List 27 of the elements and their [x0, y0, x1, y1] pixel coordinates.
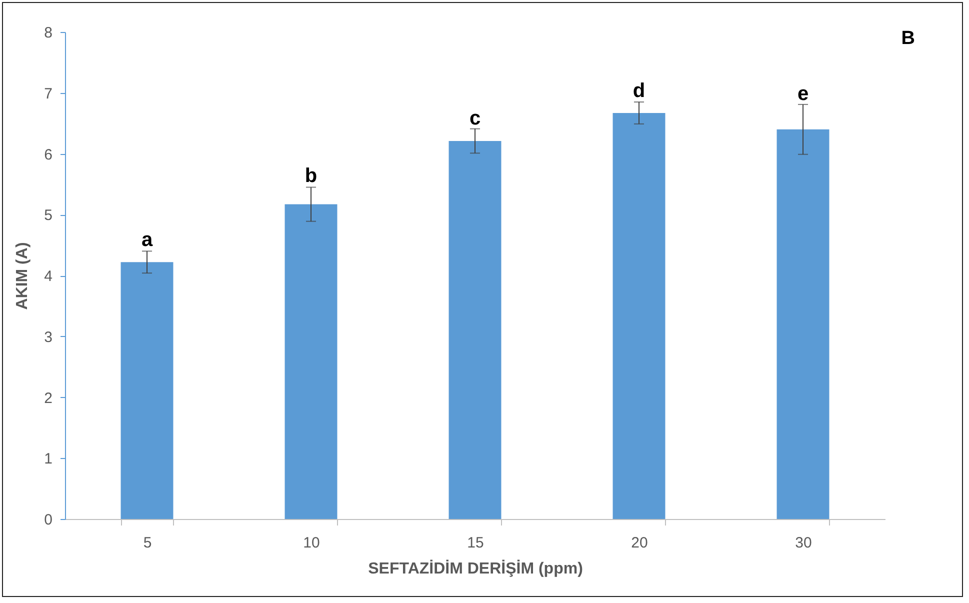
x-tick-label: 5 — [143, 534, 152, 552]
x-tick-label: 20 — [631, 534, 648, 552]
bar — [612, 112, 666, 519]
y-tick-label: 2 — [44, 390, 52, 407]
bar — [120, 262, 174, 519]
y-tick-label: 7 — [44, 85, 52, 102]
annotation: e — [797, 83, 809, 106]
annotation: c — [469, 107, 481, 130]
y-tick-label: 5 — [44, 207, 52, 224]
x-tick-label: 10 — [303, 534, 320, 552]
y-axis-title: AKIM (A) — [14, 242, 32, 310]
y-tick-label: 3 — [44, 328, 52, 346]
annotation: b — [304, 165, 318, 188]
y-tick-label: 4 — [44, 268, 52, 285]
y-tick-label: 1 — [44, 450, 52, 468]
bar — [776, 129, 830, 519]
annotation: a — [141, 229, 154, 252]
x-tick-label: 15 — [467, 534, 484, 552]
text: B — [901, 28, 915, 49]
annotation: d — [632, 80, 646, 102]
y-tick-label: 6 — [44, 146, 52, 164]
bar — [448, 140, 502, 519]
x-axis-title: SEFTAZİDİM DERİŞİM (ppm) — [368, 560, 583, 578]
x-tick-label: 30 — [795, 534, 812, 552]
y-tick-label: 8 — [44, 24, 52, 42]
bar — [284, 204, 338, 519]
y-tick-label: 0 — [44, 512, 52, 528]
